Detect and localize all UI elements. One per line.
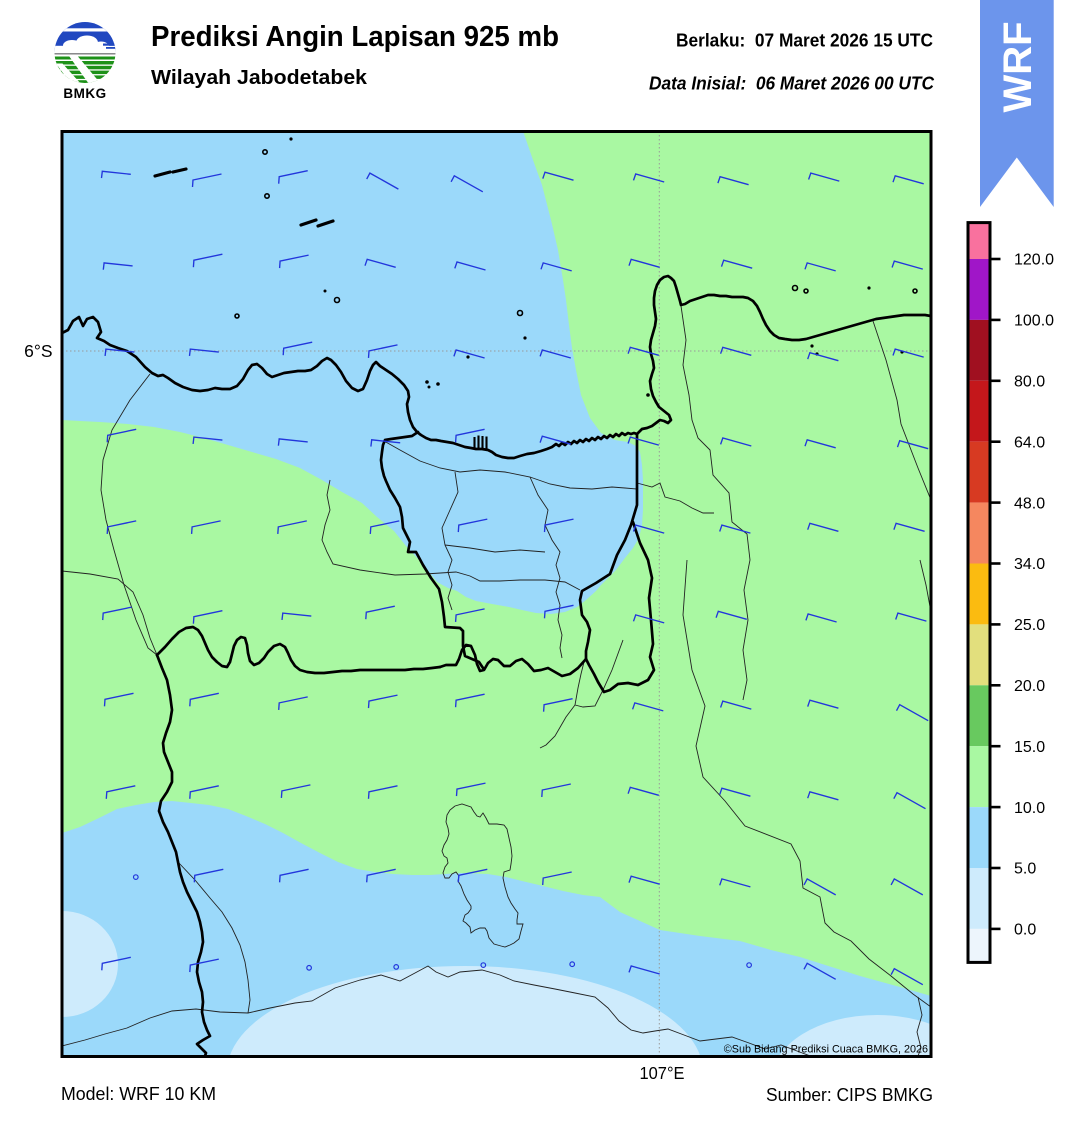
svg-text:64.0: 64.0 <box>1014 434 1045 451</box>
svg-text:48.0: 48.0 <box>1014 495 1045 512</box>
svg-text:Sumber: CIPS BMKG: Sumber: CIPS BMKG <box>766 1084 933 1105</box>
svg-text:Wilayah Jabodetabek: Wilayah Jabodetabek <box>151 66 368 89</box>
svg-text:0.0: 0.0 <box>1014 922 1036 939</box>
svg-text:6°S: 6°S <box>24 341 52 361</box>
svg-text:107°E: 107°E <box>640 1063 685 1083</box>
svg-text:5.0: 5.0 <box>1014 861 1036 878</box>
svg-text:20.0: 20.0 <box>1014 678 1045 695</box>
svg-text:WRF: WRF <box>996 21 1040 112</box>
svg-text:10.0: 10.0 <box>1014 800 1045 817</box>
svg-text:Prediksi Angin Lapisan 925 mb: Prediksi Angin Lapisan 925 mb <box>151 21 559 53</box>
svg-text:Model: WRF 10 KM: Model: WRF 10 KM <box>61 1083 216 1104</box>
svg-text:Data Inisial: 06 Maret 2026 0: Data Inisial: 06 Maret 2026 00 UTC <box>649 74 935 94</box>
svg-text:34.0: 34.0 <box>1014 556 1045 573</box>
svg-text:25.0: 25.0 <box>1014 617 1045 634</box>
svg-text:Berlaku: 07 Maret 2026 15 UTC: Berlaku: 07 Maret 2026 15 UTC <box>676 31 933 51</box>
svg-text:80.0: 80.0 <box>1014 374 1045 391</box>
svg-text:©Sub Bidang Prediksi Cuaca BMK: ©Sub Bidang Prediksi Cuaca BMKG, 2026 <box>724 1044 928 1056</box>
svg-text:15.0: 15.0 <box>1014 739 1045 756</box>
svg-text:120.0: 120.0 <box>1014 252 1054 269</box>
svg-text:BMKG: BMKG <box>63 86 106 101</box>
svg-text:100.0: 100.0 <box>1014 313 1054 330</box>
